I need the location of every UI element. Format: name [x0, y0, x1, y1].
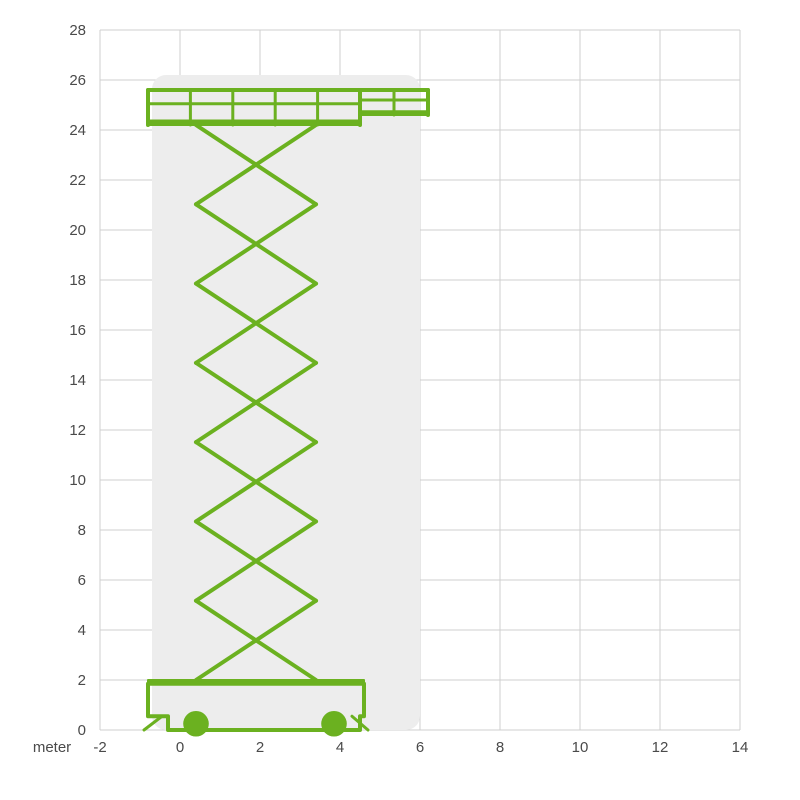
x-tick-label: 12 — [652, 739, 669, 756]
x-tick-label: 6 — [416, 739, 424, 756]
y-tick-label: 22 — [69, 172, 86, 189]
working-envelope — [152, 75, 420, 730]
y-tick-label: 16 — [69, 322, 86, 339]
y-tick-label: 20 — [69, 222, 86, 239]
y-tick-label: 26 — [69, 72, 86, 89]
y-tick-label: 4 — [78, 622, 86, 639]
y-tick-label: 0 — [78, 722, 86, 739]
y-tick-label: 12 — [69, 422, 86, 439]
y-tick-label: 8 — [78, 522, 86, 539]
y-tick-label: 6 — [78, 572, 86, 589]
y-tick-label: 2 — [78, 672, 86, 689]
x-tick-label: 14 — [732, 739, 749, 756]
x-tick-label: 4 — [336, 739, 344, 756]
x-tick-label: -2 — [93, 739, 106, 756]
x-tick-label: 0 — [176, 739, 184, 756]
reach-chart: 0246810121416182022242628-202468101214me… — [0, 0, 800, 800]
y-tick-label: 18 — [69, 272, 86, 289]
y-tick-label: 10 — [69, 472, 86, 489]
y-tick-label: 24 — [69, 122, 86, 139]
y-tick-label: 28 — [69, 22, 86, 39]
wheel-icon — [183, 711, 209, 737]
y-tick-label: 14 — [69, 372, 86, 389]
x-tick-label: 8 — [496, 739, 504, 756]
unit-label: meter — [33, 739, 71, 756]
x-tick-label: 10 — [572, 739, 589, 756]
x-tick-label: 2 — [256, 739, 264, 756]
wheel-icon — [321, 711, 347, 737]
